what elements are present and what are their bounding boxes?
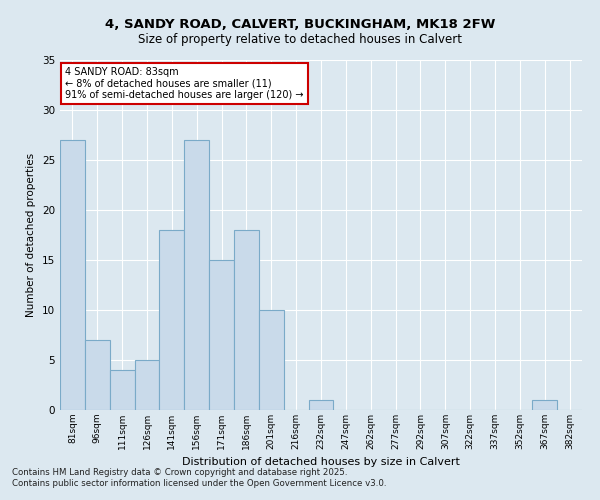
Bar xyxy=(259,310,284,410)
Bar xyxy=(308,400,334,410)
Bar xyxy=(234,230,259,410)
Y-axis label: Number of detached properties: Number of detached properties xyxy=(26,153,37,317)
X-axis label: Distribution of detached houses by size in Calvert: Distribution of detached houses by size … xyxy=(182,458,460,468)
Bar xyxy=(532,400,557,410)
Text: 4, SANDY ROAD, CALVERT, BUCKINGHAM, MK18 2FW: 4, SANDY ROAD, CALVERT, BUCKINGHAM, MK18… xyxy=(105,18,495,30)
Text: Size of property relative to detached houses in Calvert: Size of property relative to detached ho… xyxy=(138,32,462,46)
Bar xyxy=(60,140,85,410)
Bar xyxy=(85,340,110,410)
Bar xyxy=(184,140,209,410)
Bar xyxy=(110,370,134,410)
Bar xyxy=(160,230,184,410)
Text: 4 SANDY ROAD: 83sqm
← 8% of detached houses are smaller (11)
91% of semi-detache: 4 SANDY ROAD: 83sqm ← 8% of detached hou… xyxy=(65,67,304,100)
Bar xyxy=(209,260,234,410)
Text: Contains HM Land Registry data © Crown copyright and database right 2025.
Contai: Contains HM Land Registry data © Crown c… xyxy=(12,468,386,487)
Bar xyxy=(134,360,160,410)
